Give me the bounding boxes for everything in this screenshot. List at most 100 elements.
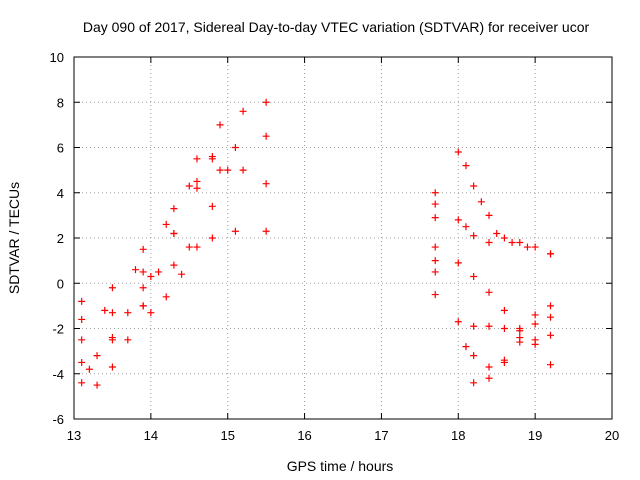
data-point: [262, 180, 270, 188]
y-tick-label: 4: [57, 186, 64, 201]
data-point: [477, 198, 485, 206]
series-track-5: [78, 272, 155, 387]
data-point: [431, 189, 439, 197]
y-tick-label: 6: [57, 141, 64, 156]
data-point: [462, 343, 470, 351]
x-axis-label: GPS time / hours: [287, 458, 394, 474]
data-point: [131, 266, 139, 274]
data-point: [93, 352, 101, 360]
data-point: [85, 365, 93, 373]
data-point: [185, 182, 193, 190]
data-point: [431, 257, 439, 265]
data-point: [108, 309, 116, 317]
data-point: [78, 297, 86, 305]
axis-ticks: 13 14 15 16 17 18 19 20 -6 -4 -2 0 2 4 6 8 10: [50, 50, 620, 443]
data-point: [208, 155, 216, 163]
data-point: [139, 268, 147, 276]
data-point: [547, 361, 555, 369]
data-point: [216, 166, 224, 174]
y-tick-label: -4: [52, 367, 64, 382]
data-point: [454, 148, 462, 156]
data-point: [531, 320, 539, 328]
data-point: [78, 315, 86, 323]
data-point: [239, 166, 247, 174]
data-point: [139, 302, 147, 310]
series-track-8: [431, 189, 439, 299]
data-point: [231, 227, 239, 235]
data-point: [193, 184, 201, 192]
data-point: [162, 220, 170, 228]
data-point: [523, 243, 531, 251]
data-point: [78, 379, 86, 387]
data-point: [78, 336, 86, 344]
y-tick-label: -2: [52, 322, 64, 337]
data-point: [516, 338, 524, 346]
data-point: [93, 381, 101, 389]
series-track-1: [78, 98, 270, 305]
data-point: [170, 261, 178, 269]
data-point: [500, 356, 508, 364]
data-point: [470, 232, 478, 240]
data-point: [208, 202, 216, 210]
data-point: [485, 211, 493, 219]
data-point: [224, 166, 232, 174]
data-point: [516, 239, 524, 247]
data-point: [231, 144, 239, 151]
data-point: [516, 327, 524, 335]
y-tick-label: 0: [57, 276, 64, 291]
data-point: [493, 229, 501, 237]
data-point: [431, 200, 439, 208]
data-point: [108, 334, 116, 342]
data-point: [508, 239, 516, 247]
series-track-12: [454, 318, 555, 344]
data-point: [155, 268, 163, 276]
data-point: [531, 311, 539, 319]
data-point: [485, 363, 493, 371]
data-point: [462, 162, 470, 170]
data-point: [193, 243, 201, 251]
data-point: [531, 336, 539, 344]
x-tick-label: 16: [297, 428, 311, 443]
data-point: [101, 306, 109, 314]
data-point: [431, 243, 439, 251]
data-point: [431, 214, 439, 222]
data-point: [108, 363, 116, 371]
data-point: [178, 270, 186, 278]
series-track-13: [462, 313, 555, 371]
data-points: [78, 98, 555, 389]
data-point: [485, 374, 493, 382]
data-point: [500, 325, 508, 332]
data-point: [124, 309, 132, 317]
data-point: [547, 313, 555, 321]
y-tick-label: 10: [50, 50, 64, 65]
data-point: [78, 358, 86, 366]
x-tick-label: 17: [374, 428, 388, 443]
y-tick-label: 8: [57, 95, 64, 110]
data-point: [470, 379, 478, 387]
data-point: [139, 245, 147, 253]
data-point: [454, 259, 462, 267]
data-point: [185, 243, 193, 251]
y-tick-label: -6: [52, 412, 64, 427]
series-track-14: [470, 302, 555, 387]
data-point: [454, 216, 462, 224]
grid: [74, 57, 612, 419]
series-track-4: [78, 227, 270, 366]
data-point: [193, 177, 201, 185]
x-tick-label: 14: [144, 428, 158, 443]
data-point: [470, 352, 478, 360]
data-point: [431, 291, 439, 299]
series-track-2: [78, 132, 270, 323]
data-point: [139, 284, 147, 292]
data-point: [454, 318, 462, 326]
data-point: [485, 288, 493, 296]
data-point: [193, 155, 201, 163]
series-track-7: [147, 166, 232, 317]
x-tick-label: 20: [605, 428, 619, 443]
data-point: [208, 234, 216, 242]
series-track-6: [93, 155, 216, 389]
series-track-11: [454, 259, 555, 369]
data-point: [170, 205, 178, 213]
data-point: [470, 272, 478, 280]
